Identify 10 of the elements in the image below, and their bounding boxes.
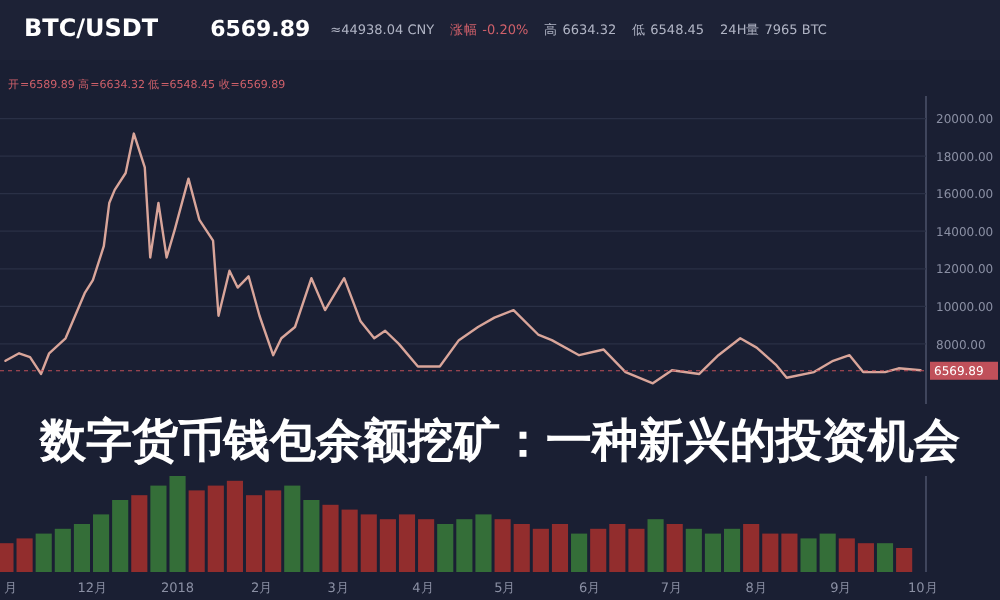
- bar: [131, 495, 148, 572]
- bar: [666, 524, 683, 572]
- bar: [876, 543, 894, 572]
- chart-title: 数字货币钱包余额挖矿：一种新兴的投资机会: [38, 414, 960, 468]
- line-series: [4, 132, 922, 385]
- chart-title: BTC/USDT: [24, 14, 160, 42]
- bar: [896, 548, 913, 572]
- bar: [647, 519, 664, 572]
- bar: [571, 533, 588, 572]
- text: 6569.89: [210, 16, 311, 42]
